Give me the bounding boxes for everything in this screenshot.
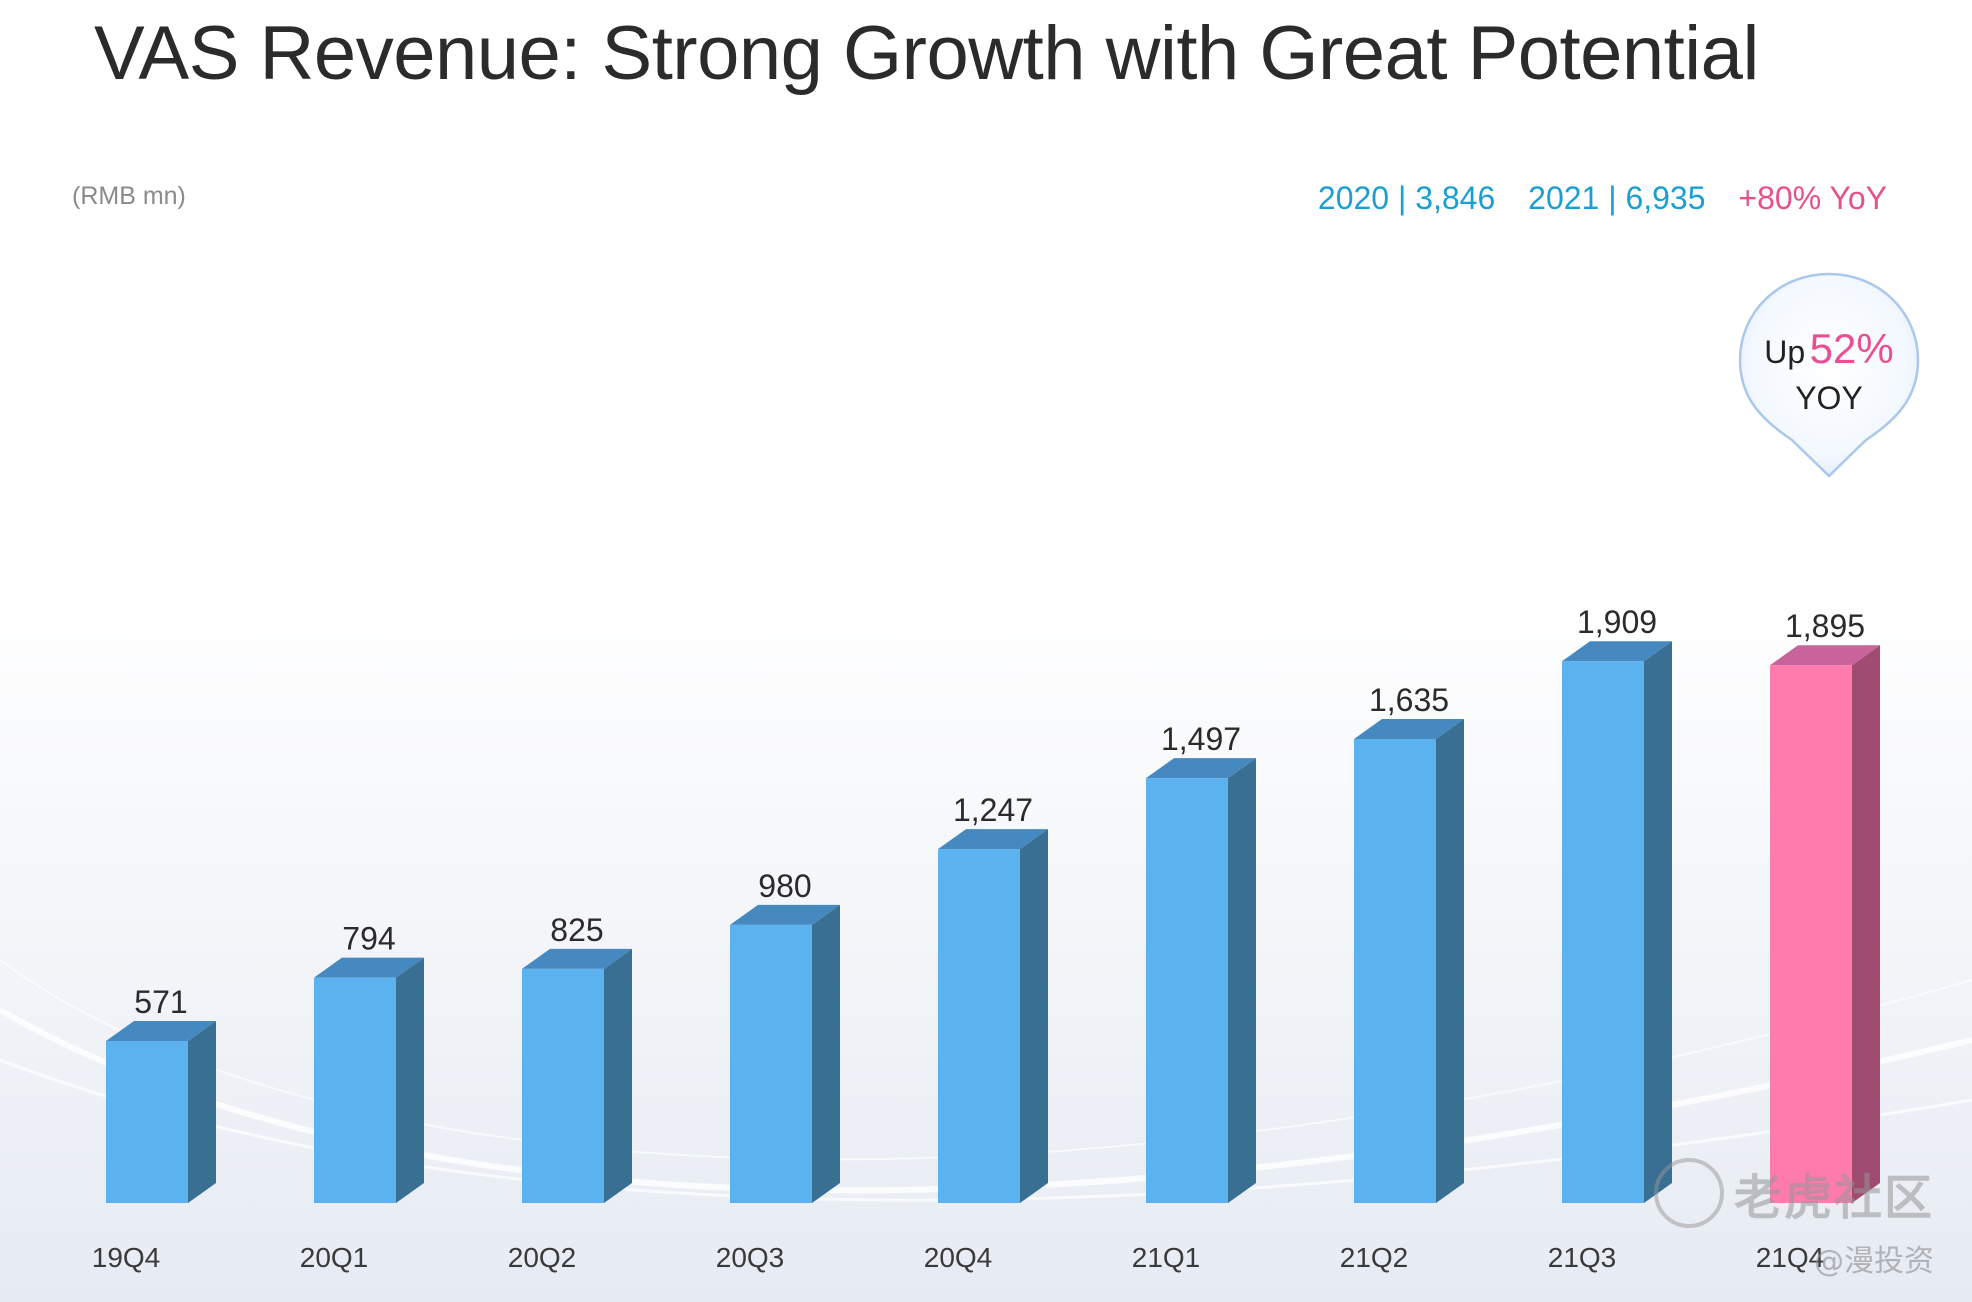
- bar: [1354, 738, 1436, 1203]
- x-tick-label: 19Q4: [92, 1242, 161, 1273]
- bar-value-label: 1,497: [1161, 721, 1241, 757]
- bar-value-label: 571: [134, 984, 187, 1020]
- bar-side: [604, 948, 632, 1203]
- annual-summary: 2020 | 3,846 2021 | 6,935 +80% YoY: [1318, 180, 1887, 217]
- bar-top: [730, 904, 840, 925]
- bar-value-label: 1,635: [1369, 682, 1449, 718]
- bar-value-label: 794: [342, 921, 395, 957]
- bar-top: [1562, 641, 1672, 662]
- bar-value-label: 1,909: [1577, 604, 1657, 640]
- bar-value-label: 1,895: [1785, 608, 1865, 644]
- bar: [1770, 665, 1852, 1203]
- bar-value-label: 1,247: [953, 792, 1033, 828]
- bar: [106, 1040, 188, 1203]
- summary-yoy: +80% YoY: [1738, 180, 1887, 216]
- bar-side: [1228, 758, 1256, 1203]
- bar-side: [188, 1020, 216, 1203]
- bar: [1562, 661, 1644, 1203]
- x-tick-label: 21Q1: [1132, 1242, 1201, 1273]
- bar-top: [1354, 718, 1464, 739]
- x-tick-label: 20Q3: [716, 1242, 785, 1273]
- yoy-callout-bubble: Up 52% YOY: [1736, 270, 1922, 480]
- callout-prefix: Up: [1764, 334, 1806, 370]
- callout-suffix: YOY: [1795, 380, 1863, 416]
- bar-top: [1770, 645, 1880, 666]
- x-tick-label: 20Q1: [300, 1242, 369, 1273]
- bar-top: [106, 1020, 216, 1041]
- summary-2020: 2020 | 3,846: [1317, 180, 1496, 216]
- bar-side: [1852, 645, 1880, 1203]
- x-tick-label: 21Q2: [1340, 1242, 1409, 1273]
- bar-side: [812, 904, 840, 1203]
- bar: [938, 849, 1020, 1203]
- callout-text: Up 52% YOY: [1736, 325, 1922, 416]
- bar-side: [396, 957, 424, 1203]
- page-title: VAS Revenue: Strong Growth with Great Po…: [94, 11, 1759, 96]
- x-tick-label: 20Q4: [924, 1242, 993, 1273]
- summary-2021: 2021 | 6,935: [1528, 180, 1706, 216]
- bar-top: [938, 829, 1048, 850]
- bar-top: [522, 948, 632, 969]
- bar: [314, 977, 396, 1203]
- bar-side: [1020, 829, 1048, 1203]
- watermark-logo-icon: [1654, 1158, 1724, 1228]
- callout-bubble-shape: [1738, 272, 1920, 478]
- bar: [1146, 778, 1228, 1203]
- unit-label: (RMB mn): [72, 182, 186, 210]
- bar-top: [1146, 758, 1256, 779]
- x-tick-label: 21Q3: [1548, 1242, 1617, 1273]
- callout-percent: 52%: [1809, 325, 1894, 372]
- x-tick-label: 20Q2: [508, 1242, 577, 1273]
- watermark-handle: @漫投资: [1814, 1244, 1934, 1279]
- x-tick-label: 21Q4: [1756, 1242, 1825, 1273]
- bar-top: [314, 957, 424, 978]
- bar-side: [1436, 718, 1464, 1203]
- bar: [522, 968, 604, 1203]
- bar-value-label: 825: [550, 912, 603, 948]
- bar-side: [1644, 641, 1672, 1203]
- watermark-brand: 老虎社区: [1733, 1170, 1934, 1226]
- bar: [730, 924, 812, 1203]
- bar-value-label: 980: [758, 868, 811, 904]
